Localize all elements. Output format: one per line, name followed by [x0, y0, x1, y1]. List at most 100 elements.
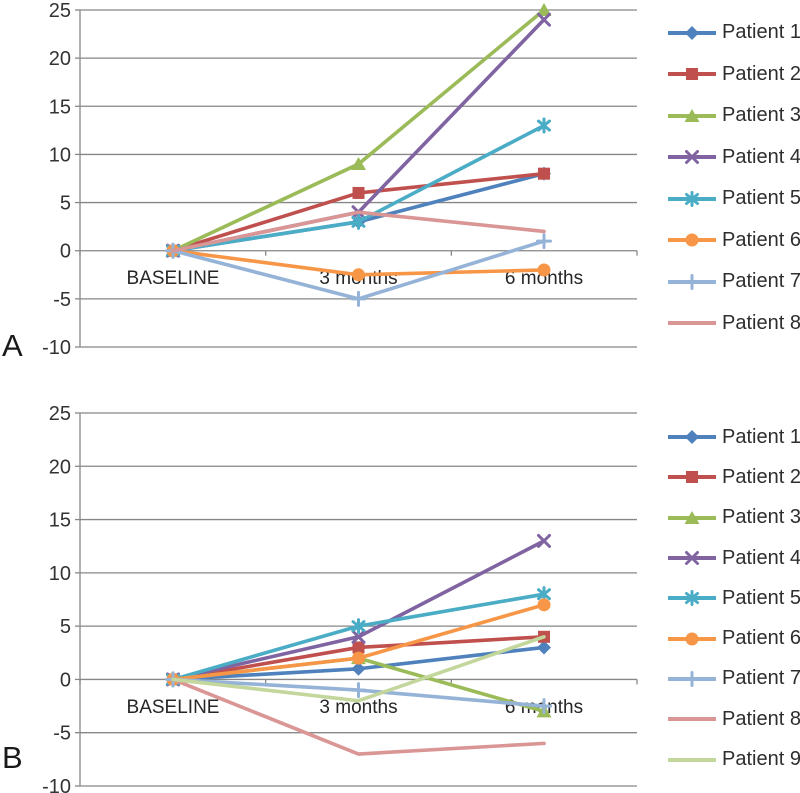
legend-item-patient-5: Patient 5 [668, 578, 800, 618]
legend-item-patient-9: Patient 9 [668, 739, 800, 779]
legend-label: Patient 3 [722, 104, 800, 127]
series-patient-8 [171, 677, 546, 756]
legend-item-patient-6: Patient 6 [668, 618, 800, 658]
y-tick-label: 25 [49, 403, 71, 425]
marker-x-icon [537, 533, 551, 548]
legend-label: Patient 2 [722, 465, 800, 488]
marker-diamond-icon [685, 25, 699, 40]
legend-key-icon [668, 471, 716, 484]
y-tick-label: 20 [49, 456, 71, 478]
x-category-label: 6 months [505, 268, 583, 289]
x-category-label: 3 months [319, 697, 397, 718]
series-patient-9 [171, 634, 546, 703]
legend-label: Patient 8 [722, 707, 800, 730]
legend-key-icon [668, 510, 716, 524]
legend-item-patient-7: Patient 7 [668, 261, 800, 303]
legend-key-icon [668, 108, 716, 122]
legend-label: Patient 8 [722, 311, 800, 334]
legend-item-patient-2: Patient 2 [668, 457, 800, 497]
legend-label: Patient 7 [722, 270, 800, 293]
legend-label: Patient 4 [722, 145, 800, 168]
marker-square-icon [352, 186, 365, 199]
marker-square-icon [538, 167, 550, 180]
marker-x-icon [537, 12, 551, 27]
marker-plus-icon [684, 273, 700, 290]
legend-key-icon [668, 233, 716, 247]
x-category-label: BASELINE [127, 697, 220, 718]
legend-label: Patient 1 [722, 21, 800, 44]
legend-item-patient-8: Patient 8 [668, 303, 800, 345]
legend-key-icon [668, 717, 716, 722]
panel-label-a: A [2, 328, 23, 363]
series-line [171, 677, 546, 756]
y-tick-label: 10 [49, 144, 71, 166]
marker-asterisk-icon [685, 590, 699, 607]
series-line [171, 634, 546, 703]
marker-circle-icon [685, 632, 699, 646]
legend-label: Patient 1 [722, 425, 800, 448]
legend-key-icon [668, 321, 716, 326]
marker-plus-icon [350, 682, 367, 699]
marker-diamond-icon [685, 430, 699, 445]
legend-label: Patient 9 [722, 748, 800, 771]
legend-panel-b: Patient 1 Patient 2 Patient 3 Patient 4 Pati… [668, 417, 800, 780]
marker-circle-icon [352, 268, 365, 282]
legend-key-icon [668, 551, 716, 566]
legend-label: Patient 4 [722, 546, 800, 569]
legend-item-patient-4: Patient 4 [668, 137, 800, 179]
marker-triangle-icon [684, 510, 700, 524]
series-patient-6 [166, 244, 551, 282]
marker-x-icon [685, 150, 699, 165]
legend-label: Patient 3 [722, 506, 800, 529]
legend-label: Patient 5 [722, 586, 800, 609]
marker-plus-icon [536, 233, 552, 250]
legend-key-icon [668, 190, 716, 207]
marker-asterisk-icon [685, 190, 699, 207]
y-tick-label: 15 [49, 510, 71, 532]
legend-item-patient-6: Patient 6 [668, 220, 800, 262]
legend-key-icon [668, 273, 716, 290]
y-tick-label: 5 [60, 193, 71, 215]
legend-item-patient-5: Patient 5 [668, 178, 800, 220]
legend-item-patient-3: Patient 3 [668, 95, 800, 137]
marker-triangle-icon [351, 157, 366, 171]
marker-square-icon [686, 68, 698, 81]
y-tick-label: 5 [60, 616, 71, 638]
legend-item-patient-7: Patient 7 [668, 659, 800, 699]
marker-square-icon [686, 471, 698, 484]
legend-key-icon [668, 430, 716, 445]
panel-label-b: B [2, 740, 23, 775]
marker-plus-icon [350, 290, 367, 307]
marker-asterisk-icon [351, 213, 366, 230]
legend-item-patient-1: Patient 1 [668, 12, 800, 54]
marker-circle-icon [537, 263, 551, 277]
legend-key-icon [668, 670, 716, 687]
marker-diamond-icon [537, 640, 551, 655]
marker-square-icon [352, 641, 365, 654]
legend-key-icon [668, 632, 716, 646]
marker-plus-icon [536, 698, 552, 715]
series-patient-8 [171, 210, 546, 253]
y-tick-label: -10 [42, 337, 71, 359]
marker-x-icon [685, 551, 699, 566]
x-category-label: BASELINE [127, 268, 220, 289]
y-tick-label: 15 [49, 96, 71, 118]
legend-label: Patient 6 [722, 228, 800, 251]
marker-circle-icon [537, 598, 551, 612]
legend-item-patient-8: Patient 8 [668, 699, 800, 739]
legend-label: Patient 7 [722, 667, 800, 690]
series-line [171, 210, 546, 253]
marker-asterisk-icon [351, 618, 366, 635]
legend-label: Patient 2 [722, 62, 800, 85]
marker-triangle-icon [684, 108, 700, 122]
y-tick-label: 20 [49, 48, 71, 70]
y-tick-label: 25 [49, 0, 71, 22]
legend-label: Patient 6 [722, 627, 800, 650]
legend-label: Patient 5 [722, 187, 800, 210]
series-patient-7 [165, 671, 552, 715]
y-tick-label: -10 [42, 776, 71, 793]
marker-circle-icon [685, 233, 699, 247]
